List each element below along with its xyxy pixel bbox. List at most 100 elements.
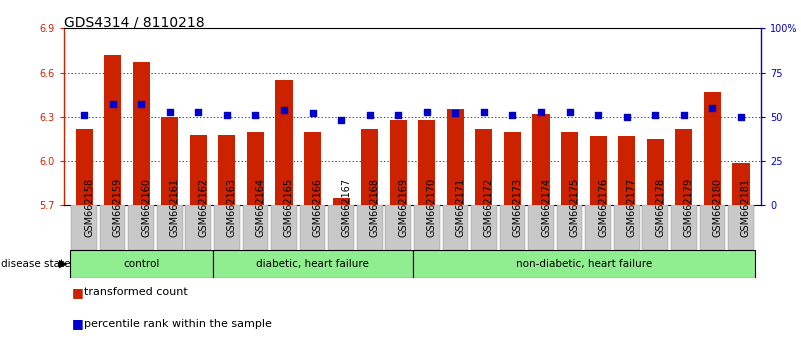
Bar [732, 162, 750, 205]
Bar [447, 109, 464, 205]
Text: GSM662163: GSM662163 [227, 178, 237, 237]
Text: GDS4314 / 8110218: GDS4314 / 8110218 [64, 16, 205, 30]
Bar [586, 205, 611, 250]
Bar [332, 198, 350, 205]
Text: non-diabetic, heart failure: non-diabetic, heart failure [516, 259, 652, 269]
Bar [442, 205, 469, 250]
Bar [272, 205, 297, 250]
Bar [504, 132, 521, 205]
Point [220, 112, 233, 118]
Point [421, 109, 433, 114]
Bar [418, 120, 436, 205]
Bar [104, 55, 121, 205]
Point [249, 112, 262, 118]
Bar [243, 205, 268, 250]
Bar [471, 205, 497, 250]
Text: GSM662181: GSM662181 [741, 178, 751, 237]
Bar [212, 250, 413, 278]
Text: GSM662170: GSM662170 [427, 178, 437, 237]
Point [649, 112, 662, 118]
Bar [671, 205, 697, 250]
Point [706, 105, 718, 111]
Text: ▶: ▶ [58, 259, 67, 269]
Text: GSM662172: GSM662172 [484, 178, 494, 237]
Text: GSM662180: GSM662180 [712, 178, 723, 237]
Text: GSM662175: GSM662175 [570, 178, 580, 237]
Point [449, 110, 461, 116]
Bar [413, 250, 755, 278]
Text: GSM662171: GSM662171 [455, 178, 465, 237]
Text: GSM662168: GSM662168 [370, 178, 380, 237]
Text: percentile rank within the sample: percentile rank within the sample [84, 319, 272, 329]
Point [506, 112, 519, 118]
Text: GSM662166: GSM662166 [312, 178, 323, 237]
Text: GSM662167: GSM662167 [341, 178, 351, 237]
Point [163, 109, 176, 114]
Text: disease state: disease state [1, 259, 70, 269]
Bar [385, 205, 411, 250]
Bar [642, 205, 668, 250]
Bar [728, 205, 754, 250]
Point [735, 114, 747, 120]
Point [592, 112, 605, 118]
Text: GSM662177: GSM662177 [626, 178, 637, 237]
Bar [361, 129, 378, 205]
Text: diabetic, heart failure: diabetic, heart failure [256, 259, 369, 269]
Text: GSM662159: GSM662159 [113, 178, 123, 237]
Text: GSM662162: GSM662162 [199, 178, 208, 237]
Bar [500, 205, 525, 250]
Point [678, 112, 690, 118]
Text: GSM662160: GSM662160 [141, 178, 151, 237]
Bar [618, 136, 635, 205]
Text: GSM662179: GSM662179 [684, 178, 694, 237]
Bar [704, 92, 721, 205]
Bar [186, 205, 211, 250]
Point [620, 114, 633, 120]
Text: GSM662165: GSM662165 [284, 178, 294, 237]
Bar [214, 205, 239, 250]
Bar [157, 205, 183, 250]
Bar [614, 205, 639, 250]
Bar [557, 205, 582, 250]
Point [278, 107, 291, 113]
Bar [247, 132, 264, 205]
Bar [646, 139, 664, 205]
Bar [190, 135, 207, 205]
Text: control: control [123, 259, 159, 269]
Bar [276, 80, 292, 205]
Text: GSM662158: GSM662158 [84, 178, 94, 237]
Text: GSM662176: GSM662176 [598, 178, 608, 237]
Bar [561, 132, 578, 205]
Text: GSM662164: GSM662164 [256, 178, 265, 237]
Text: GSM662178: GSM662178 [655, 178, 666, 237]
Bar [100, 205, 126, 250]
Bar [75, 129, 93, 205]
Text: ■: ■ [72, 286, 84, 298]
Bar [414, 205, 440, 250]
Text: ■: ■ [72, 318, 84, 330]
Point [306, 110, 319, 116]
Bar [71, 205, 97, 250]
Point [477, 109, 490, 114]
Bar [389, 120, 407, 205]
Bar [528, 205, 553, 250]
Point [563, 109, 576, 114]
Text: transformed count: transformed count [84, 287, 188, 297]
Text: GSM662161: GSM662161 [170, 178, 179, 237]
Bar [300, 205, 325, 250]
Bar [699, 205, 725, 250]
Bar [475, 129, 493, 205]
Text: GSM662169: GSM662169 [398, 178, 409, 237]
Point [78, 112, 91, 118]
Bar [128, 205, 154, 250]
Point [392, 112, 405, 118]
Bar [70, 250, 212, 278]
Bar [356, 205, 383, 250]
Bar [675, 129, 692, 205]
Point [135, 102, 147, 107]
Bar [219, 135, 235, 205]
Bar [328, 205, 354, 250]
Point [335, 118, 348, 123]
Bar [590, 136, 606, 205]
Bar [161, 117, 179, 205]
